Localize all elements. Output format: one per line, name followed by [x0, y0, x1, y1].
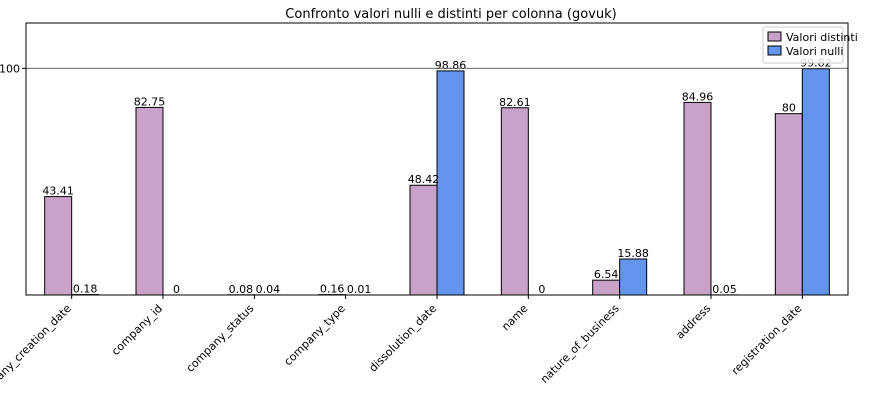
x-tick-label-company_id: company_id [109, 302, 165, 358]
bar-distinct-company_id [135, 106, 164, 296]
bar-null-nature_of_business [619, 258, 648, 296]
data-label-null-name: 0 [538, 283, 545, 296]
bar-null-dissolution_date [436, 70, 465, 296]
legend-box [762, 26, 844, 64]
data-label-distinct-company_type: 0.16 [320, 283, 345, 296]
data-label-null-company_id: 0 [173, 283, 180, 296]
bar-distinct-company_creation_date [44, 196, 73, 296]
x-tick-label-dissolution_date: dissolution_date [367, 302, 440, 375]
data-label-distinct-name: 82.61 [499, 96, 531, 109]
bar-distinct-nature_of_business [592, 279, 621, 296]
data-label-distinct-registration_date: 80 [782, 102, 796, 115]
x-tick-label-company_type: company_type [281, 302, 347, 368]
x-tick-label-nature_of_business: nature_of_business [538, 302, 622, 386]
x-axis: company_creation_date company_id company_s… [0, 295, 805, 401]
legend-label-null: Valori nulli [786, 45, 843, 58]
x-tick-label-company_status: company_status [184, 302, 257, 375]
data-label-distinct-dissolution_date: 48.42 [408, 173, 440, 186]
bar-distinct-name [500, 107, 529, 296]
x-tick-label-address: address [673, 302, 713, 342]
data-label-distinct-company_status: 0.08 [229, 283, 254, 296]
legend-label-distinct: Valori distinti [786, 31, 858, 44]
x-tick-label-registration_date: registration_date [729, 302, 805, 378]
data-label-null-company_creation_date: 0.18 [73, 283, 98, 296]
data-labels-layer: 43.41 0.18 82.75 0 0.08 0.04 0.16 0.01 48.42 98.8… [42, 57, 831, 296]
bar-distinct-registration_date [774, 113, 803, 296]
bar-distinct-address [683, 101, 712, 296]
bar-distinct-dissolution_date [409, 184, 438, 296]
data-label-null-nature_of_business: 15.88 [617, 247, 649, 260]
data-label-null-company_type: 0.01 [347, 283, 372, 296]
y-axis: 100 [0, 62, 26, 75]
legend-swatch-null [767, 45, 782, 56]
data-label-null-dissolution_date: 98.86 [435, 59, 467, 72]
data-label-distinct-nature_of_business: 6.54 [594, 268, 619, 281]
chart-title: Confronto valori nulli e distinti per co… [285, 7, 616, 22]
y-tick-label: 100 [0, 62, 20, 75]
data-label-null-company_status: 0.04 [256, 283, 281, 296]
bar-null-registration_date [801, 68, 830, 296]
data-label-null-address: 0.05 [712, 283, 737, 296]
data-label-distinct-address: 84.96 [682, 90, 714, 103]
data-label-distinct-company_creation_date: 43.41 [42, 185, 74, 198]
data-label-distinct-company_id: 82.75 [134, 95, 166, 108]
bars-layer [44, 68, 830, 296]
x-tick-label-company_creation_date: company_creation_date [0, 302, 74, 401]
x-tick-label-name: name [499, 302, 530, 333]
legend-swatch-distinct [767, 31, 782, 42]
